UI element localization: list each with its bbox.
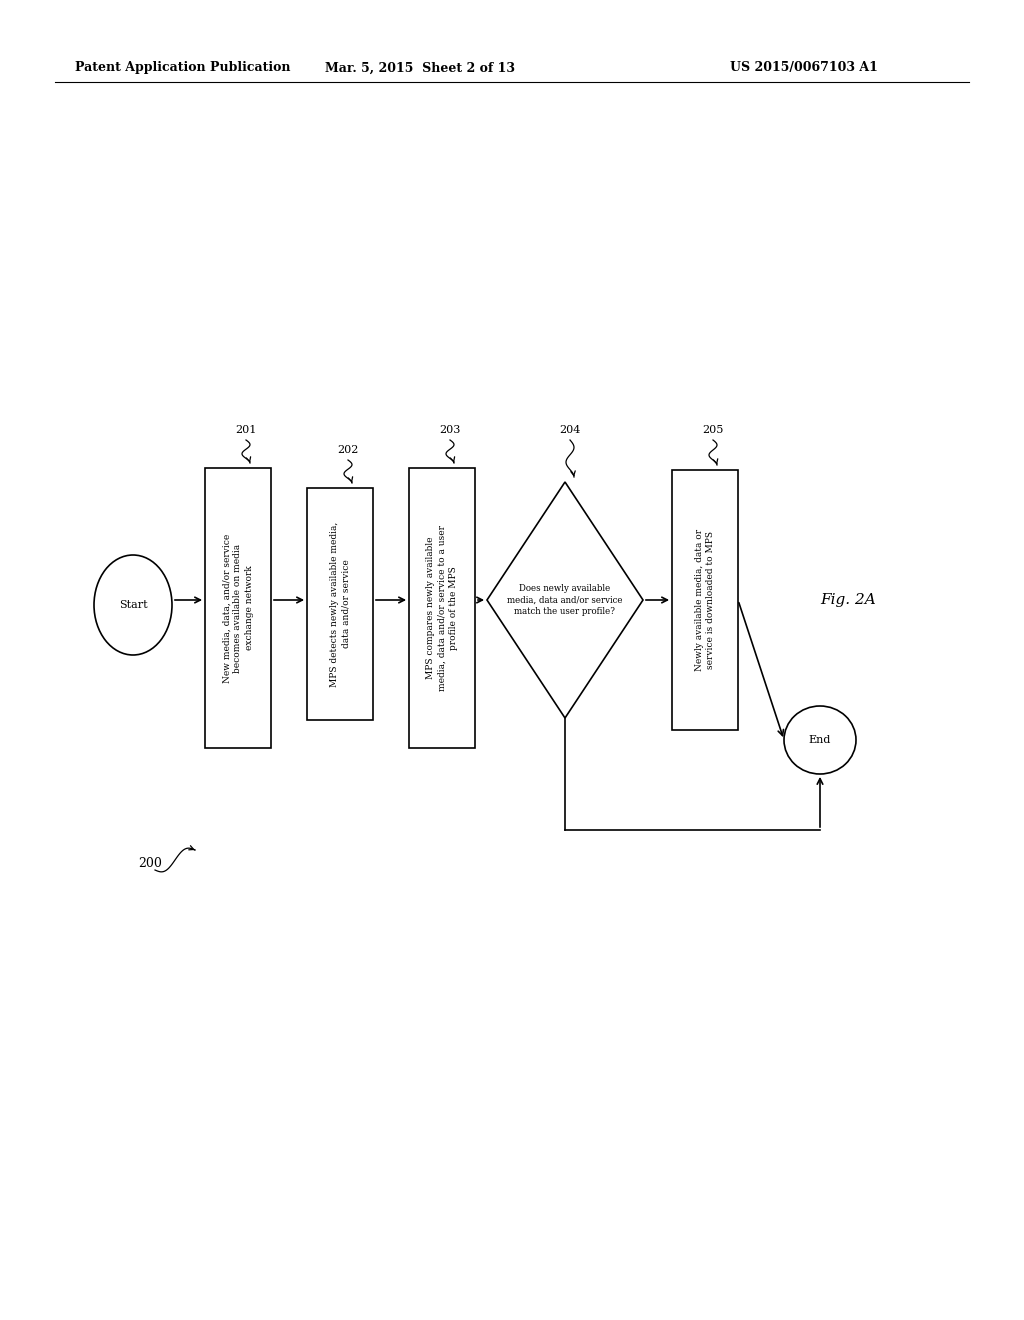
Text: MPS compares newly available
media, data and/or service to a user
profile of the: MPS compares newly available media, data… — [426, 525, 458, 690]
Text: 201: 201 — [236, 425, 257, 436]
Text: US 2015/0067103 A1: US 2015/0067103 A1 — [730, 62, 878, 74]
Text: 205: 205 — [702, 425, 724, 436]
Polygon shape — [487, 482, 643, 718]
FancyBboxPatch shape — [307, 488, 373, 719]
Text: Newly available media, data or
service is downloaded to MPS: Newly available media, data or service i… — [695, 529, 715, 671]
FancyBboxPatch shape — [672, 470, 738, 730]
Ellipse shape — [94, 554, 172, 655]
Text: Mar. 5, 2015  Sheet 2 of 13: Mar. 5, 2015 Sheet 2 of 13 — [325, 62, 515, 74]
Text: End: End — [809, 735, 831, 744]
Ellipse shape — [784, 706, 856, 774]
Text: 200: 200 — [138, 857, 162, 870]
Text: New media, data, and/or service
becomes available on media
exchange network: New media, data, and/or service becomes … — [222, 533, 254, 682]
Text: 203: 203 — [439, 425, 461, 436]
Text: 204: 204 — [559, 425, 581, 436]
Text: Fig. 2A: Fig. 2A — [820, 593, 876, 607]
FancyBboxPatch shape — [409, 469, 475, 748]
Text: Does newly available
media, data and/or service
match the user profile?: Does newly available media, data and/or … — [507, 585, 623, 615]
Text: Patent Application Publication: Patent Application Publication — [75, 62, 291, 74]
Text: Start: Start — [119, 601, 147, 610]
FancyBboxPatch shape — [205, 469, 271, 748]
Text: 202: 202 — [337, 445, 358, 455]
Text: MPS detects newly available media,
data and/or service: MPS detects newly available media, data … — [330, 521, 350, 686]
